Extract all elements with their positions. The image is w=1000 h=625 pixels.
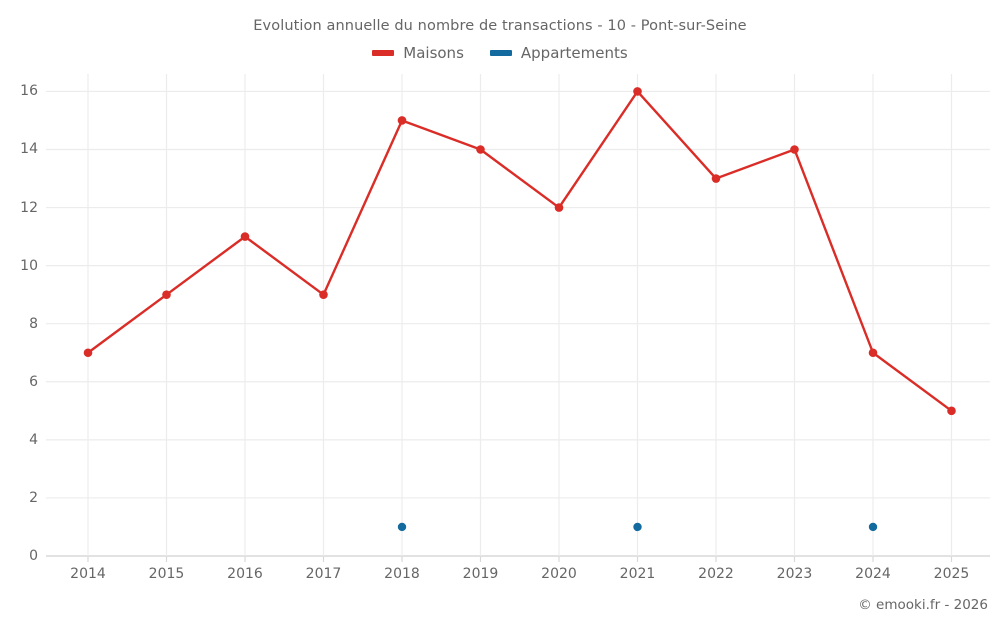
data-point-maisons-2022[interactable] — [711, 174, 721, 183]
data-point-maisons-2024[interactable] — [868, 348, 878, 358]
x-axis-tick-label: 2022 — [698, 566, 734, 582]
x-axis-tick-label: 2019 — [462, 566, 499, 582]
y-axis-tick-label: 12 — [20, 199, 38, 216]
legend-item-maisons[interactable]: Maisons — [372, 44, 464, 62]
data-point-maisons-2021[interactable] — [633, 87, 642, 96]
x-axis-tick-label: 2023 — [776, 566, 813, 582]
x-axis-tick-label: 2020 — [541, 566, 577, 582]
x-axis-tick-label: 2018 — [384, 566, 420, 582]
x-axis-tick-label: 2015 — [148, 566, 185, 582]
y-axis-tick-label: 14 — [20, 141, 38, 158]
y-axis-tick-label: 10 — [20, 257, 38, 274]
data-point-maisons-2015[interactable] — [162, 290, 171, 299]
legend-swatch-icon — [372, 50, 395, 56]
data-point-maisons-2014[interactable] — [83, 348, 93, 358]
data-point-maisons-2017[interactable] — [319, 290, 328, 299]
data-point-maisons-2023[interactable] — [790, 145, 799, 154]
x-axis-tick-label: 2016 — [227, 566, 263, 582]
y-axis-tick-labels: 0 2 4 6 8 10 12 14 16 — [0, 74, 38, 564]
y-axis-tick-label: 2 — [29, 489, 38, 506]
legend-swatch-icon — [489, 50, 512, 56]
x-axis-tick-labels: 2014 2015 2016 2017 2018 2019 2020 2021 2022 2023… — [46, 566, 990, 592]
data-point-maisons-2018[interactable] — [397, 116, 407, 125]
data-point-appartements-2018[interactable] — [397, 522, 407, 532]
data-point-maisons-2025[interactable] — [947, 406, 956, 416]
x-axis-tick-label: 2024 — [855, 566, 891, 582]
y-axis-tick-label: 8 — [29, 315, 38, 332]
plot-area — [46, 74, 990, 562]
y-axis-tick-label: 6 — [29, 373, 38, 390]
legend-item-label: Maisons — [403, 44, 464, 62]
data-point-maisons-2019[interactable] — [476, 145, 485, 154]
y-axis-tick-label: 16 — [20, 83, 38, 100]
x-axis-tick-label: 2014 — [70, 566, 106, 582]
data-point-maisons-2016[interactable] — [240, 232, 250, 241]
y-axis-tick-label: 0 — [29, 548, 38, 564]
y-axis-tick-label: 4 — [29, 431, 38, 448]
footer-credit: © emooki.fr - 2026 — [858, 597, 988, 613]
x-axis-tick-label: 2021 — [619, 566, 656, 582]
data-point-maisons-2020[interactable] — [554, 203, 564, 212]
plot-svg — [46, 74, 990, 562]
series-line-maisons — [86, 90, 953, 413]
data-point-appartements-2021[interactable] — [633, 522, 642, 532]
x-axis-tick-label: 2025 — [933, 566, 970, 582]
chart-legend: Maisons Appartements — [0, 44, 1000, 62]
chart-title: Evolution annuelle du nombre de transact… — [253, 18, 747, 34]
legend-item-label: Appartements — [520, 44, 628, 62]
x-axis-tick-label: 2017 — [305, 566, 342, 582]
legend-item-appartements[interactable]: Appartements — [489, 44, 628, 62]
data-point-appartements-2024[interactable] — [868, 522, 878, 532]
